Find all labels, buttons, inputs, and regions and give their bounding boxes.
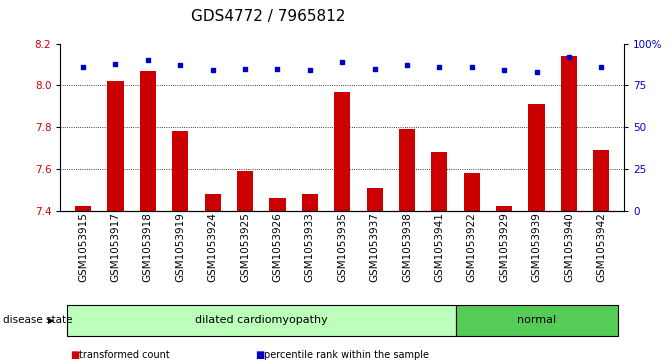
Text: percentile rank within the sample: percentile rank within the sample xyxy=(264,350,429,360)
Bar xyxy=(302,194,318,211)
Bar xyxy=(399,129,415,211)
Bar xyxy=(464,173,480,211)
Bar xyxy=(75,207,91,211)
Text: disease state: disease state xyxy=(3,315,73,325)
Bar xyxy=(496,207,512,211)
Text: dilated cardiomyopathy: dilated cardiomyopathy xyxy=(195,315,327,325)
Bar xyxy=(529,104,545,211)
Bar xyxy=(334,91,350,211)
Bar xyxy=(140,71,156,211)
Bar xyxy=(561,56,577,211)
Text: ▶: ▶ xyxy=(48,316,55,325)
Text: ■: ■ xyxy=(255,350,264,360)
Bar xyxy=(237,171,253,211)
Bar xyxy=(269,198,286,211)
Bar xyxy=(593,150,609,211)
Text: normal: normal xyxy=(517,315,556,325)
Bar xyxy=(107,81,123,211)
Text: GDS4772 / 7965812: GDS4772 / 7965812 xyxy=(191,9,346,24)
Text: ■: ■ xyxy=(70,350,80,360)
Bar xyxy=(205,194,221,211)
Text: transformed count: transformed count xyxy=(79,350,170,360)
Bar xyxy=(431,152,448,211)
Bar xyxy=(172,131,189,211)
Bar xyxy=(366,188,382,211)
